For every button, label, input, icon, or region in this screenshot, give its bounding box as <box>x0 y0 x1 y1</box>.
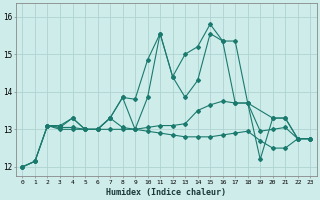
X-axis label: Humidex (Indice chaleur): Humidex (Indice chaleur) <box>106 188 226 197</box>
